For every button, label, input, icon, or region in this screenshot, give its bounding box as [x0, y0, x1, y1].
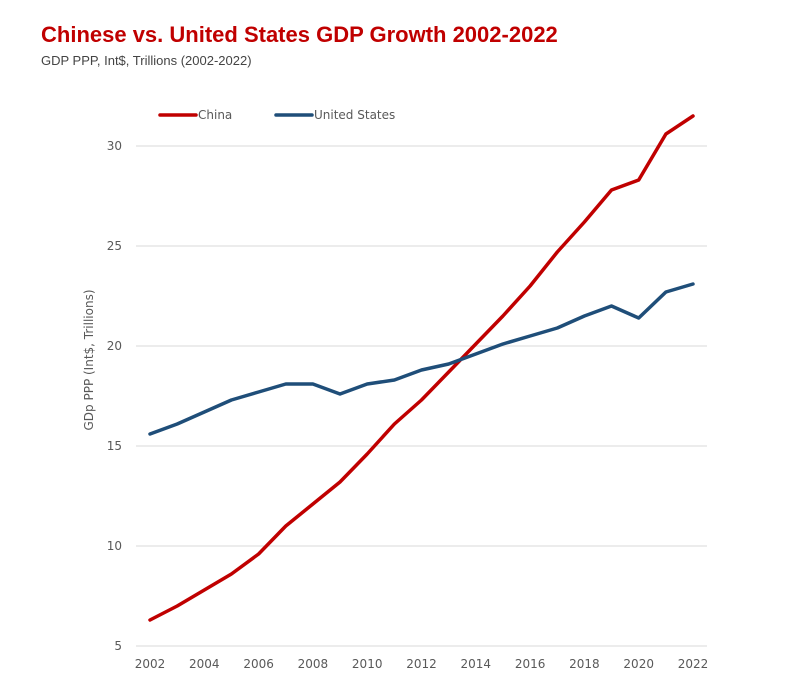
series-line-united-states: [148, 282, 695, 436]
series-line-china: [148, 114, 695, 622]
x-tick-label: 2018: [569, 657, 600, 671]
x-tick-label: 2010: [352, 657, 383, 671]
y-tick-label: 5: [114, 639, 122, 653]
y-axis-ticks: 5 10 15 20 25 30: [107, 139, 122, 653]
chart-subtitle: GDP PPP, Int$, Trillions (2002-2022): [41, 53, 252, 68]
x-tick-label: 2014: [461, 657, 492, 671]
y-tick-label: 20: [107, 339, 122, 353]
y-axis-title: GDp PPP (Int$, Trillions): [82, 289, 96, 430]
y-tick-label: 10: [107, 539, 122, 553]
chart-title: Chinese vs. United States GDP Growth 200…: [41, 22, 558, 47]
x-tick-label: 2006: [243, 657, 274, 671]
x-tick-label: 2008: [298, 657, 329, 671]
x-tick-label: 2022: [678, 657, 709, 671]
legend: China United States: [158, 108, 395, 122]
x-tick-label: 2002: [135, 657, 166, 671]
legend-label-united-states: United States: [314, 108, 395, 122]
x-tick-label: 2012: [406, 657, 437, 671]
series-lines: [148, 114, 695, 622]
x-tick-label: 2004: [189, 657, 220, 671]
x-axis-ticks: 2002 2004 2006 2008 2010 2012 2014 2016 2018 2020…: [135, 657, 709, 671]
x-tick-label: 2016: [515, 657, 546, 671]
y-tick-label: 30: [107, 139, 122, 153]
x-tick-label: 2020: [623, 657, 654, 671]
y-tick-label: 15: [107, 439, 122, 453]
gridlines: [136, 145, 707, 647]
legend-label-china: China: [198, 108, 232, 122]
y-tick-label: 25: [107, 239, 122, 253]
